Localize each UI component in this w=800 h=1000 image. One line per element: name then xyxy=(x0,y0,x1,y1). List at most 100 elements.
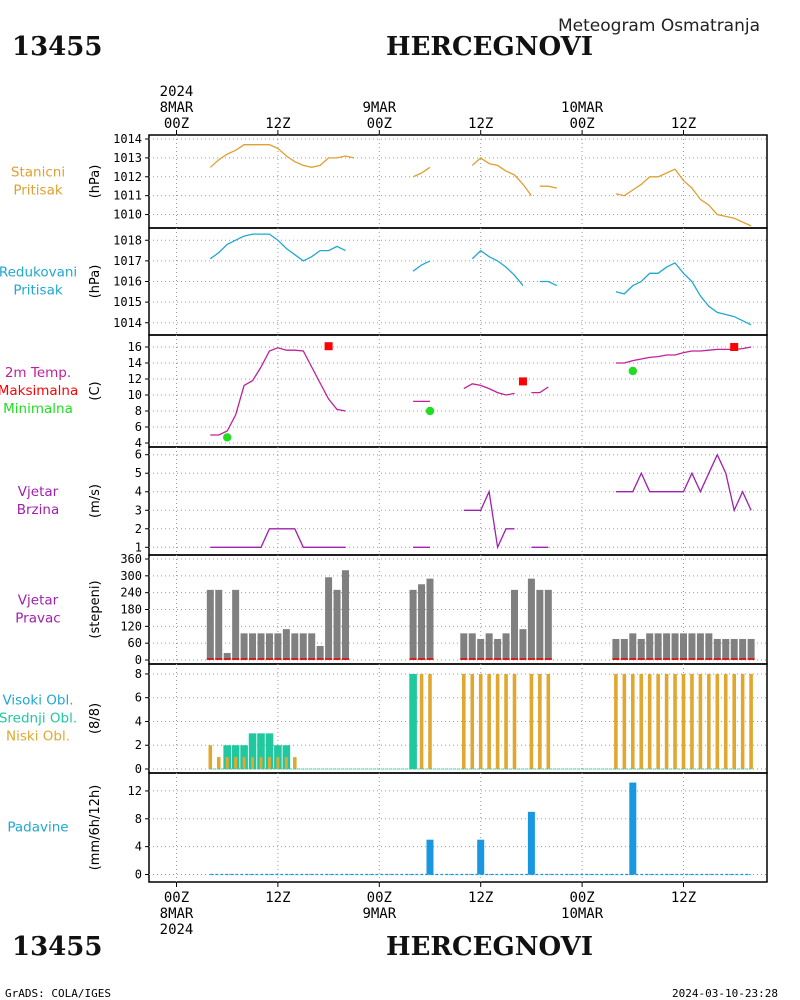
wind-direction-bar xyxy=(654,633,662,660)
wind-direction-bar xyxy=(316,645,324,660)
series-line-reduced_pressure xyxy=(471,249,524,287)
series-line-temperature xyxy=(210,347,346,436)
wind-direction-bar xyxy=(232,589,240,660)
time-label-bottom: 8MAR xyxy=(160,906,194,922)
cloud-low-bar xyxy=(749,673,753,769)
wind-direction-bar xyxy=(637,638,645,660)
panel-frame xyxy=(148,446,768,556)
cloud-low-bar xyxy=(293,757,297,769)
y-tick-label: 2 xyxy=(135,522,142,536)
tmax-marker xyxy=(518,377,527,386)
wind-direction-bar xyxy=(325,577,333,660)
wind-direction-bar xyxy=(299,633,307,660)
wind-direction-bar xyxy=(722,638,730,660)
wind-direction-bar xyxy=(468,633,476,660)
series-line-wind_speed xyxy=(463,489,515,550)
panel-label-reduced_pressure: Pritisak xyxy=(13,283,63,299)
y-tick-label: 8 xyxy=(135,404,142,418)
wind-direction-bar xyxy=(477,638,485,660)
series-line-station_pressure xyxy=(471,157,532,197)
wind-direction-bar xyxy=(747,638,755,660)
series-line-temperature xyxy=(531,386,549,394)
wind-direction-bar xyxy=(663,633,671,660)
y-tick-label: 1011 xyxy=(113,189,142,203)
y-tick-label: 1 xyxy=(135,540,142,554)
wind-direction-bar xyxy=(274,633,282,660)
y-tick-label: 10 xyxy=(128,388,142,402)
cloud-low-bar xyxy=(732,673,736,769)
cloud-low-bar xyxy=(284,757,288,769)
panel-label-temperature: Maksimalna xyxy=(0,383,78,399)
panel-cloud_cover: 0 2 4 6 8 Visoki Obl. Srednji Obl. Niski Obl. (8… xyxy=(0,663,768,776)
y-tick-label: 120 xyxy=(120,619,142,633)
tmin-marker xyxy=(628,366,637,376)
chart-subtitle: Meteogram Osmatranja xyxy=(558,16,760,36)
series-line-wind_speed xyxy=(210,528,346,548)
unit-label-precipitation: (mm/6h/12h) xyxy=(88,785,103,871)
y-tick-label: 0 xyxy=(135,762,142,776)
y-tick-label: 240 xyxy=(120,586,142,600)
unit-label-wind_speed: (m/s) xyxy=(88,484,103,518)
precip-bar xyxy=(629,782,637,875)
series-line-reduced_pressure xyxy=(209,233,346,262)
wind-direction-bar xyxy=(418,584,426,660)
series-line-station_pressure xyxy=(539,185,557,189)
cloud-low-bar xyxy=(428,673,432,769)
time-label-top: 00Z xyxy=(367,116,392,132)
panel-frame xyxy=(148,334,768,448)
y-tick-label: 8 xyxy=(135,667,142,681)
time-label-bottom: 12Z xyxy=(671,890,696,906)
cloud-low-bar xyxy=(681,673,686,769)
y-tick-label: 6 xyxy=(135,420,142,434)
wind-direction-bar xyxy=(333,589,341,660)
panel-label-temperature: Minimalna xyxy=(3,401,73,417)
wind-direction-bar xyxy=(502,633,510,660)
y-tick-label: 180 xyxy=(120,603,142,617)
wind-direction-bar xyxy=(739,638,747,660)
panel-label-precipitation: Padavine xyxy=(7,820,68,836)
tmin-marker xyxy=(425,406,435,416)
wind-direction-bar xyxy=(257,633,265,660)
wind-direction-bar xyxy=(511,589,518,660)
wind-direction-bar xyxy=(680,633,687,660)
wind-direction-bar xyxy=(629,633,637,660)
panel-wind_direction: 0 60 120 180 240 300 360 Vjetar Pravac (stepeni) xyxy=(15,552,768,667)
time-label-top: 00Z xyxy=(164,116,189,132)
wind-direction-bar xyxy=(705,633,713,660)
panel-label-cloud_cover: Niski Obl. xyxy=(6,729,70,745)
y-tick-label: 300 xyxy=(120,569,142,583)
panel-station_pressure: 1010 1011 1012 1013 1014 Stanicni Pritisak (hPa… xyxy=(11,132,768,229)
wind-direction-bar xyxy=(409,589,417,660)
time-label-top: 12Z xyxy=(265,116,290,132)
wind-direction-bar xyxy=(249,633,257,660)
cloud-low-bar xyxy=(656,673,660,769)
time-label-bottom: 9MAR xyxy=(362,906,396,922)
cloud-mid-bar xyxy=(248,733,257,769)
time-label-bottom: 10MAR xyxy=(561,906,604,922)
y-tick-label: 4 xyxy=(135,840,142,854)
cloud-low-bar xyxy=(631,673,635,769)
cloud-low-bar xyxy=(512,673,517,769)
panel-label-cloud_cover: Visoki Obl. xyxy=(2,693,73,709)
y-tick-label: 6 xyxy=(135,448,142,462)
footer-credit: GrADS: COLA/IGES xyxy=(5,987,111,1000)
cloud-low-bar xyxy=(470,673,475,769)
series-line-reduced_pressure xyxy=(412,260,431,272)
cloud-low-bar xyxy=(740,673,745,769)
y-tick-label: 1016 xyxy=(113,275,142,289)
y-tick-label: 5 xyxy=(135,466,142,480)
unit-label-cloud_cover: (8/8) xyxy=(88,703,103,734)
time-label-bottom: 00Z xyxy=(569,890,594,906)
cloud-low-bar xyxy=(242,757,246,769)
cloud-low-bar xyxy=(622,673,627,769)
wind-direction-bar xyxy=(291,633,299,660)
panel-wind_speed: 1 2 3 4 5 6 Vjetar Brzina (m/s) xyxy=(17,446,768,556)
cloud-mid-bar xyxy=(257,733,265,769)
cloud-mid-bar xyxy=(265,733,274,769)
time-label-bottom: 00Z xyxy=(164,890,189,906)
y-tick-label: 14 xyxy=(128,356,142,370)
y-tick-label: 1010 xyxy=(113,208,142,222)
cloud-low-bar xyxy=(723,673,728,769)
series-line-station_pressure xyxy=(615,168,752,227)
